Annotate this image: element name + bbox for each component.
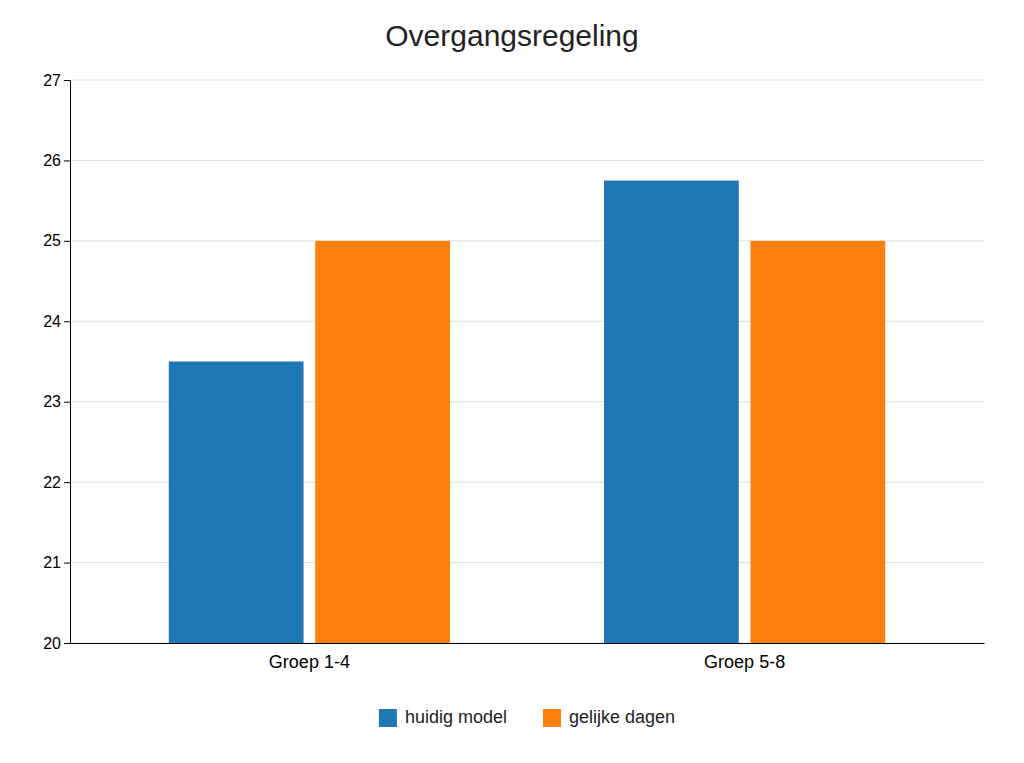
- y-tick: 24: [43, 313, 70, 330]
- y-tick-mark: [64, 321, 70, 322]
- x-tick: Groep 1-4: [269, 652, 350, 672]
- y-tick-mark: [64, 563, 70, 564]
- y-tick-label: 25: [43, 232, 61, 249]
- y-tick: 23: [43, 393, 70, 410]
- y-axis-line: [64, 81, 71, 644]
- x-tick-label: Groep 1-4: [269, 652, 350, 672]
- legend-label: gelijke dagen: [569, 707, 675, 727]
- y-tick: 20: [43, 635, 70, 652]
- title: Overgangsregeling: [385, 19, 639, 52]
- legend: huidig model gelijke dagen: [379, 707, 675, 727]
- y-tick-label: 27: [43, 72, 61, 89]
- y-tick-label: 24: [43, 313, 61, 330]
- bars: [169, 181, 885, 643]
- plot: 20 21 22 23 24 25 26 27 Groep 1-4 Groep 5-8: [43, 72, 984, 672]
- bar: [169, 362, 304, 644]
- x-tick-label: Groep 5-8: [704, 652, 785, 672]
- x-axis: Groep 1-4 Groep 5-8: [71, 644, 985, 672]
- chart: Overgangsregeling 20 21 22 23 24 25 26 27 Groep 1…: [0, 0, 1024, 763]
- y-tick-label: 20: [43, 635, 61, 652]
- y-tick-mark: [64, 402, 70, 403]
- bar: [750, 241, 885, 643]
- y-tick-mark: [64, 241, 70, 242]
- y-tick: 27: [43, 72, 70, 89]
- y-tick: 25: [43, 232, 70, 249]
- y-tick-mark: [64, 160, 70, 161]
- x-tick: Groep 5-8: [704, 652, 785, 672]
- y-tick-mark: [64, 80, 70, 81]
- grid-line: [70, 80, 984, 81]
- y-tick: 21: [43, 554, 70, 571]
- y-tick-label: 21: [43, 554, 61, 571]
- y-tick-mark: [64, 643, 70, 644]
- x-axis-line: [71, 643, 985, 644]
- legend-label: huidig model: [405, 707, 507, 727]
- y-tick: 22: [43, 474, 70, 491]
- y-tick-mark: [64, 482, 70, 483]
- legend-swatch: [543, 709, 561, 727]
- y-tick: 26: [43, 152, 70, 169]
- y-axis: 20 21 22 23 24 25 26 27: [43, 72, 70, 652]
- legend-item: gelijke dagen: [543, 707, 675, 727]
- bar: [315, 241, 450, 643]
- y-tick-label: 23: [43, 393, 61, 410]
- y-tick-label: 26: [43, 152, 61, 169]
- grid-line: [70, 160, 984, 161]
- legend-item: huidig model: [379, 707, 507, 727]
- y-tick-label: 22: [43, 474, 61, 491]
- bar: [604, 181, 739, 643]
- legend-swatch: [379, 709, 397, 727]
- grid: [70, 80, 984, 643]
